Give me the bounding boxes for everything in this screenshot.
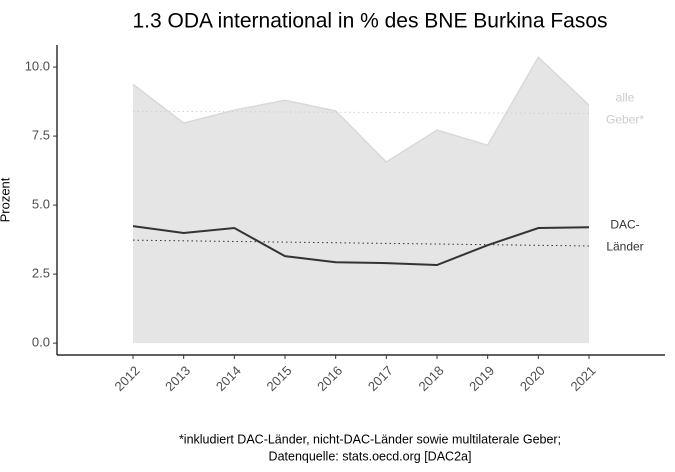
- series-label: DAC-Länder: [606, 218, 643, 254]
- y-axis-label: Prozent: [0, 177, 12, 222]
- y-tick-label: 10.0: [25, 59, 50, 74]
- x-tick-label: 2013: [162, 363, 193, 394]
- chart-title: 1.3 ODA international in % des BNE Burki…: [132, 10, 607, 33]
- area-edge: [132, 55, 590, 163]
- caption: *inkludiert DAC-Länder, nicht-DAC-Länder…: [179, 432, 561, 446]
- x-tick-label: 2012: [111, 363, 142, 394]
- plot-area: [132, 55, 590, 344]
- x-tick-label: 2017: [365, 363, 396, 394]
- series-label: alle Geber*: [606, 90, 644, 126]
- x-tick-label: 2018: [415, 363, 446, 394]
- y-tick-label: 0.0: [32, 335, 50, 350]
- caption: Datenquelle: stats.oecd.org [DAC2a]: [269, 449, 472, 463]
- y-tick-label: 5.0: [32, 197, 50, 212]
- y-tick-label: 2.5: [32, 266, 50, 281]
- x-tick-label: 2020: [517, 363, 548, 394]
- x-tick-label: 2021: [567, 363, 598, 394]
- area: [133, 57, 589, 344]
- line: [132, 225, 590, 267]
- x-tick-label: 2014: [213, 363, 244, 394]
- x-tick-label: 2016: [314, 363, 345, 394]
- y-tick-label: 7.5: [32, 128, 50, 143]
- x-tick-label: 2015: [263, 363, 294, 394]
- x-tick-label: 2019: [466, 363, 497, 394]
